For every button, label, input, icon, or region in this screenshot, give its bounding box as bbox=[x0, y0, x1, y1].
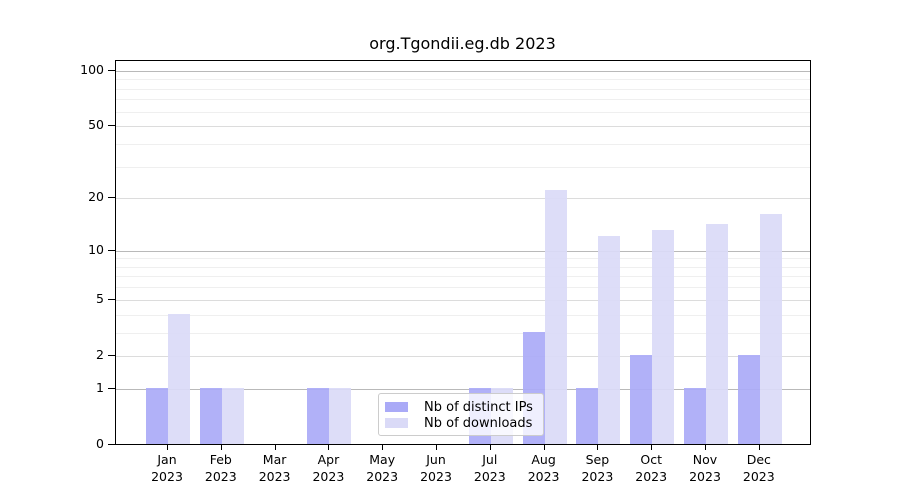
legend: Nb of distinct IPs Nb of downloads bbox=[378, 393, 544, 436]
x-axis-tick bbox=[167, 445, 168, 450]
x-axis-tick bbox=[543, 445, 545, 450]
bar-distinct-ips-apr bbox=[307, 387, 330, 444]
bar-downloads-jan bbox=[168, 313, 190, 444]
x-axis-tick-label: Nov 2023 bbox=[689, 452, 721, 484]
x-axis-tick-label: May 2023 bbox=[366, 452, 399, 484]
y-axis-tick-label: 100 bbox=[80, 61, 104, 77]
x-axis-tick bbox=[489, 445, 491, 450]
x-axis-tick bbox=[705, 445, 706, 450]
bar-downloads-feb bbox=[221, 387, 244, 444]
y-axis-tick bbox=[108, 298, 115, 300]
gridline bbox=[116, 388, 810, 390]
y-axis-tick-label: 2 bbox=[96, 346, 104, 362]
x-axis-tick bbox=[597, 445, 599, 450]
plot-area bbox=[115, 60, 811, 445]
x-axis-tick-label: Oct 2023 bbox=[635, 452, 668, 484]
x-axis-tick bbox=[274, 445, 276, 450]
bar-distinct-ips-dec bbox=[737, 354, 760, 444]
y-axis-tick bbox=[108, 69, 115, 71]
bar-downloads-apr bbox=[329, 387, 352, 444]
x-axis-tick-label: Sep 2023 bbox=[581, 452, 614, 484]
gridline bbox=[116, 258, 810, 260]
y-axis-tick bbox=[108, 249, 115, 251]
gridline bbox=[116, 88, 810, 90]
chart-title: org.Tgondii.eg.db 2023 bbox=[369, 34, 556, 53]
bar-distinct-ips-sep bbox=[576, 387, 599, 444]
x-axis-tick-label: Aug 2023 bbox=[527, 452, 560, 484]
y-axis-tick-label: 0 bbox=[96, 436, 104, 451]
bar-downloads-sep bbox=[598, 236, 621, 444]
x-axis-tick-label: Jan 2023 bbox=[151, 452, 183, 484]
bar-downloads-dec bbox=[759, 214, 782, 444]
gridline bbox=[116, 266, 810, 268]
x-axis-tick-label: Mar 2023 bbox=[258, 452, 291, 484]
y-axis-tick bbox=[108, 444, 115, 445]
x-axis-tick bbox=[758, 445, 760, 450]
gridline bbox=[116, 99, 810, 101]
x-axis-tick bbox=[220, 445, 222, 450]
x-axis-tick-label: Jun 2023 bbox=[420, 452, 452, 484]
legend-swatch-downloads bbox=[385, 418, 408, 428]
gridline bbox=[116, 126, 810, 128]
bar-distinct-ips-oct bbox=[630, 354, 653, 444]
gridline bbox=[116, 250, 810, 252]
y-axis-tick bbox=[108, 197, 115, 199]
y-axis-tick-label: 1 bbox=[96, 379, 104, 395]
x-axis-tick-label: Dec 2023 bbox=[742, 452, 775, 484]
gridline bbox=[116, 314, 810, 316]
gridline bbox=[116, 70, 810, 72]
x-axis-tick bbox=[651, 445, 653, 450]
bar-downloads-oct bbox=[652, 230, 675, 444]
gridline bbox=[116, 111, 810, 113]
bar-distinct-ips-nov bbox=[684, 387, 706, 444]
y-axis-tick bbox=[108, 387, 115, 389]
gridline bbox=[116, 198, 810, 200]
legend-label-downloads: Nb of downloads bbox=[424, 415, 533, 431]
gridline bbox=[116, 299, 810, 301]
x-axis-tick-label: Feb 2023 bbox=[204, 452, 237, 484]
y-axis-tick bbox=[108, 354, 115, 356]
gridline bbox=[116, 79, 810, 81]
gridline bbox=[116, 143, 810, 145]
bar-distinct-ips-feb bbox=[199, 387, 222, 444]
x-axis-tick bbox=[382, 445, 384, 450]
y-axis-tick-label: 50 bbox=[88, 117, 104, 133]
y-axis-tick-label: 5 bbox=[96, 290, 104, 306]
legend-row-distinct-ips: Nb of distinct IPs bbox=[385, 399, 535, 415]
gridline bbox=[116, 287, 810, 289]
x-axis-tick bbox=[328, 445, 330, 450]
y-axis-tick-label: 20 bbox=[88, 189, 104, 205]
bar-downloads-aug bbox=[544, 189, 567, 444]
legend-label-distinct-ips: Nb of distinct IPs bbox=[424, 399, 533, 415]
y-axis-tick bbox=[108, 125, 115, 127]
bar-downloads-nov bbox=[706, 224, 728, 444]
x-axis-tick-label: Jul 2023 bbox=[473, 452, 506, 484]
y-axis-tick-label: 10 bbox=[88, 241, 104, 257]
gridline bbox=[116, 332, 810, 334]
legend-swatch-distinct-ips bbox=[385, 402, 408, 412]
x-axis-tick-label: Apr 2023 bbox=[312, 452, 345, 484]
gridline bbox=[116, 276, 810, 278]
x-axis-tick bbox=[436, 445, 437, 450]
gridline bbox=[116, 166, 810, 168]
bar-distinct-ips-jan bbox=[146, 387, 168, 444]
legend-row-downloads: Nb of downloads bbox=[385, 415, 535, 431]
gridline bbox=[116, 355, 810, 357]
